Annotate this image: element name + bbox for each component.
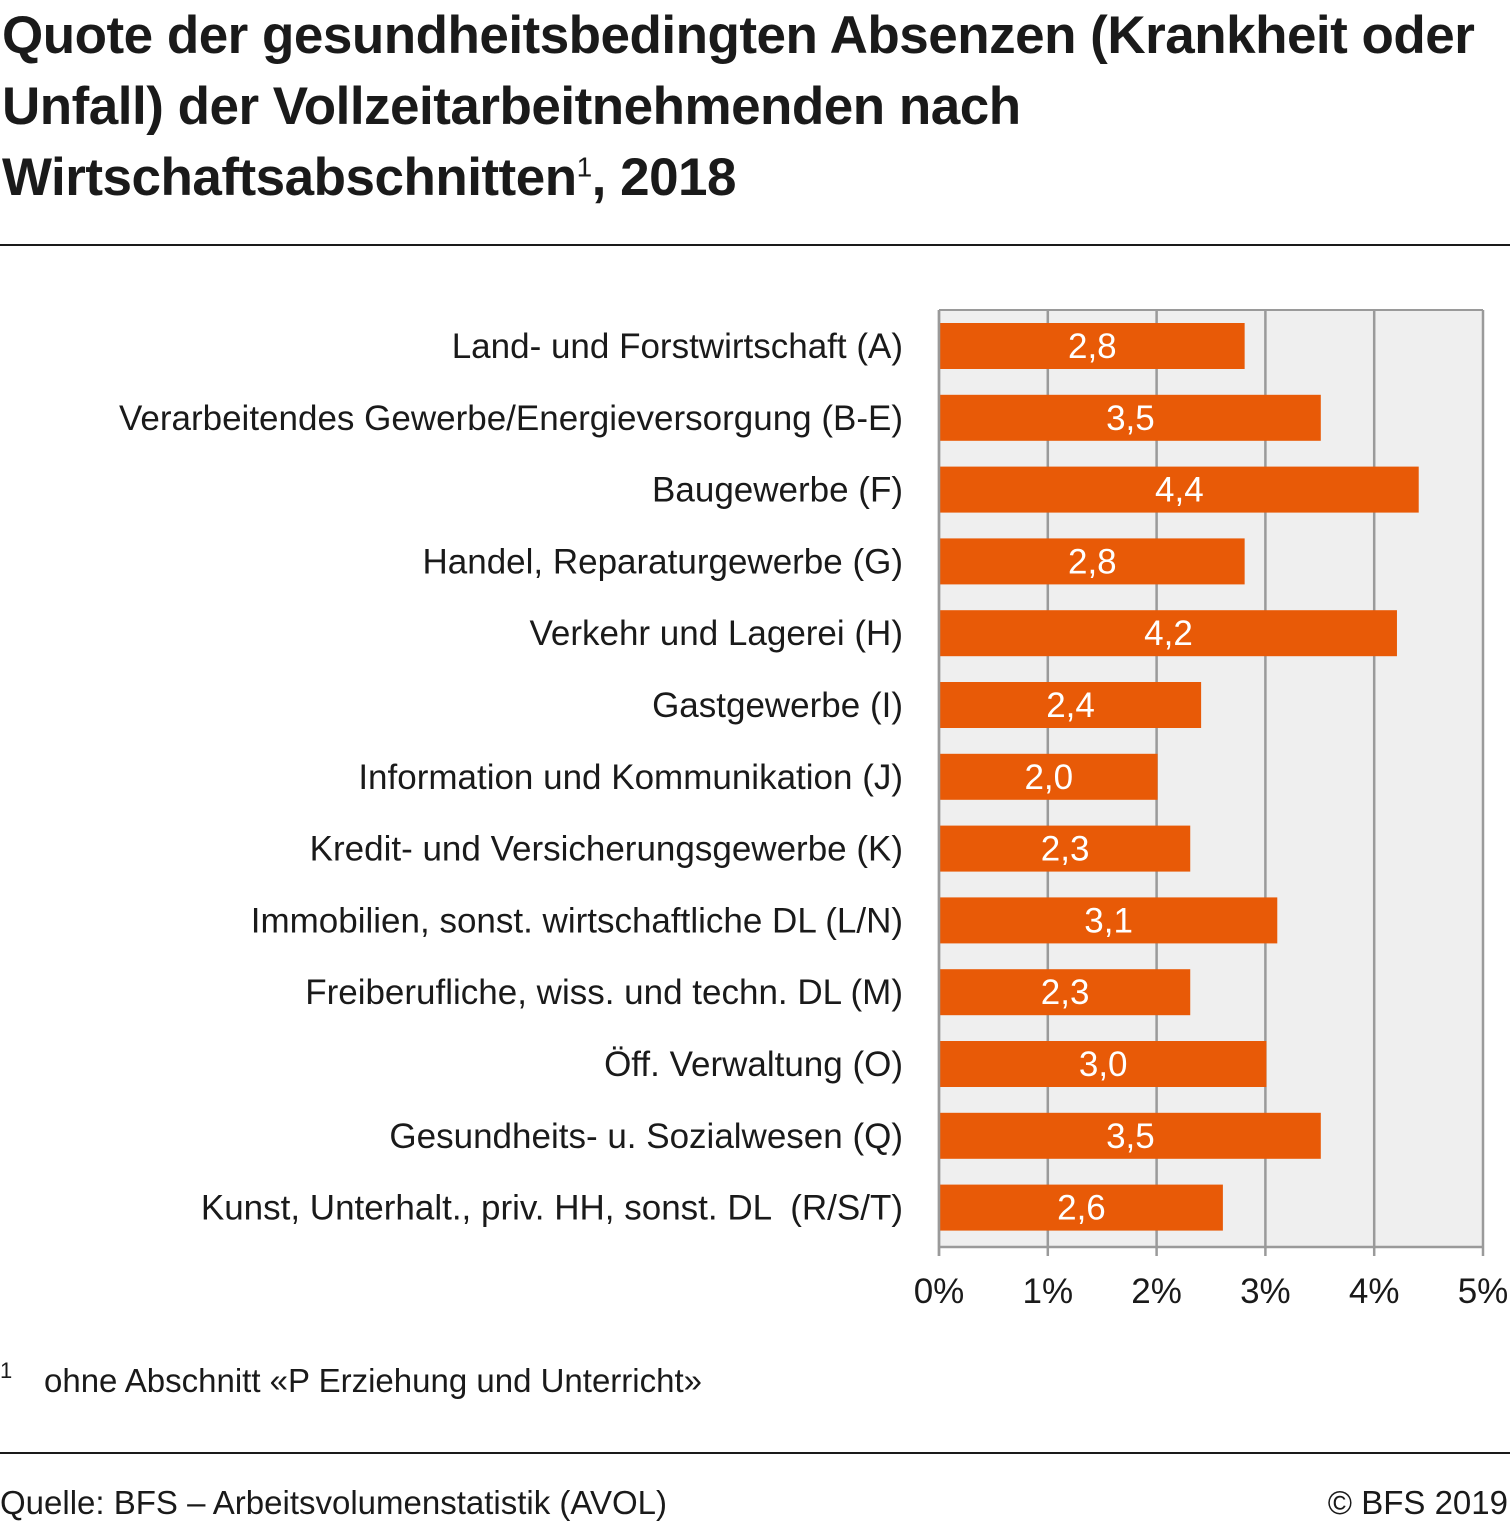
top-divider	[0, 244, 1510, 246]
bar-value-label: 3,5	[1106, 399, 1155, 438]
category-label: Information und Kommunikation (J)	[358, 758, 903, 797]
bar	[940, 323, 1245, 369]
bar	[940, 610, 1397, 657]
bar-value-label: 3,5	[1106, 1117, 1155, 1156]
bar-chart: 0% 1% 2% 3% 4% 5% 2,8 Land- und Forstwirtschaft…	[119, 309, 1509, 1311]
category-label: Kredit- und Versicherungsgewerbe (K)	[310, 830, 903, 869]
category-label: Baugewerbe (F)	[652, 471, 903, 510]
bar	[940, 969, 1191, 1016]
x-tick-label: 5%	[1458, 1272, 1509, 1311]
bar	[940, 682, 1202, 728]
category-label: Öff. Verwaltung (O)	[604, 1045, 903, 1084]
category-label: Verarbeitendes Gewerbe/Energieversorgung…	[119, 399, 903, 438]
category-label: Handel, Reparaturgewerbe (G)	[422, 542, 903, 581]
bar	[940, 1184, 1223, 1231]
bar-value-label: 2,3	[1041, 973, 1090, 1012]
category-label: Land- und Forstwirtschaft (A)	[452, 327, 903, 366]
source-note: Quelle: BFS – Arbeitsvolumenstatistik (A…	[0, 1484, 667, 1521]
bar	[940, 825, 1191, 872]
bar-value-label: 2,3	[1041, 830, 1090, 869]
category-label: Verkehr und Lagerei (H)	[529, 614, 903, 653]
title-footnote-ref: 1	[576, 151, 593, 183]
chart-title: Quote der gesundheitsbedingten Absenzen …	[2, 0, 1502, 213]
bar	[940, 753, 1158, 800]
bar-value-label: 3,1	[1084, 901, 1133, 940]
bar-value-label: 3,0	[1079, 1045, 1128, 1084]
x-tick-label: 1%	[1023, 1272, 1074, 1311]
bar-value-label: 4,4	[1155, 471, 1204, 510]
bar	[940, 538, 1245, 585]
x-tick-label: 3%	[1240, 1272, 1291, 1311]
category-label: Gastgewerbe (I)	[652, 686, 903, 725]
bar	[940, 394, 1321, 441]
bar-value-label: 4,2	[1144, 614, 1193, 653]
bar-value-label: 2,4	[1046, 686, 1095, 725]
category-label: Freiberufliche, wiss. und techn. DL (M)	[305, 973, 903, 1012]
bottom-divider	[0, 1452, 1510, 1454]
chart-title-suffix: , 2018	[591, 148, 737, 207]
bar-value-label: 2,6	[1057, 1189, 1106, 1228]
bar-value-label: 2,8	[1068, 327, 1117, 366]
chart-title-text: Quote der gesundheitsbedingten Absenzen …	[2, 6, 1475, 207]
copyright-note: © BFS 2019	[1327, 1484, 1508, 1521]
bar	[940, 1112, 1321, 1159]
x-tick-label: 4%	[1349, 1272, 1400, 1311]
bar-value-label: 2,8	[1068, 542, 1117, 581]
bar	[940, 1041, 1267, 1087]
x-tick-label: 0%	[914, 1272, 965, 1311]
bar	[940, 897, 1278, 944]
category-label: Gesundheits- u. Sozialwesen (Q)	[389, 1117, 903, 1156]
footnote-mark: 1	[0, 1358, 13, 1383]
x-tick-label: 2%	[1131, 1272, 1182, 1311]
category-label: Kunst, Unterhalt., priv. HH, sonst. DL (…	[201, 1189, 903, 1228]
category-label: Immobilien, sonst. wirtschaftliche DL (L…	[251, 901, 903, 940]
bar-value-label: 2,0	[1024, 758, 1073, 797]
bar	[940, 466, 1419, 513]
footnote-text: ohne Abschnitt «P Erziehung und Unterric…	[44, 1362, 702, 1399]
